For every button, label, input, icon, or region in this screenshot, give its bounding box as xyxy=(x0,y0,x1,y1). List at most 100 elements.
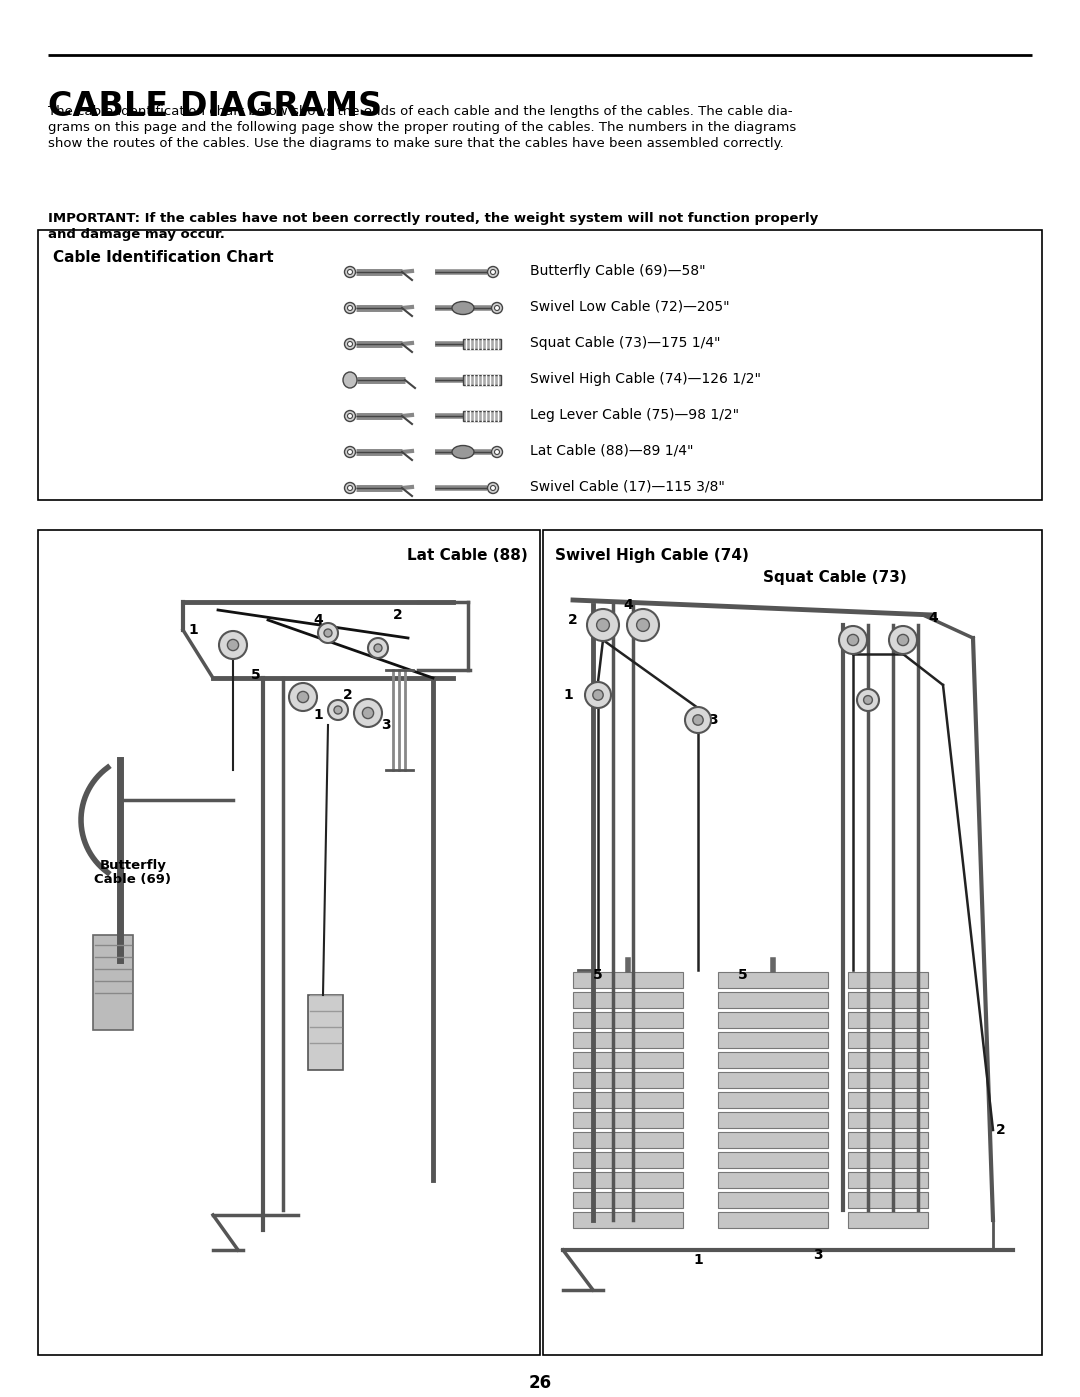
Bar xyxy=(463,339,501,349)
Bar xyxy=(573,1011,683,1028)
Circle shape xyxy=(685,707,711,733)
Text: 5: 5 xyxy=(252,668,261,682)
Circle shape xyxy=(692,715,703,725)
Ellipse shape xyxy=(453,446,474,458)
Text: Squat Cable (73)—175 1/4": Squat Cable (73)—175 1/4" xyxy=(530,337,720,351)
Text: 3: 3 xyxy=(381,718,391,732)
Bar xyxy=(848,1132,928,1148)
Circle shape xyxy=(345,447,355,457)
Circle shape xyxy=(596,619,609,631)
Circle shape xyxy=(588,609,619,641)
Circle shape xyxy=(858,689,879,711)
Bar xyxy=(573,1132,683,1148)
Bar xyxy=(848,1071,928,1088)
Circle shape xyxy=(348,450,352,454)
Bar xyxy=(718,1112,828,1127)
Circle shape xyxy=(334,705,342,714)
Bar xyxy=(718,1153,828,1168)
Circle shape xyxy=(348,306,352,310)
Text: 1: 1 xyxy=(693,1253,703,1267)
Circle shape xyxy=(345,411,355,422)
Bar xyxy=(848,992,928,1009)
Bar xyxy=(718,1052,828,1067)
Text: 5: 5 xyxy=(738,968,747,982)
Bar xyxy=(718,1011,828,1028)
Bar xyxy=(573,1052,683,1067)
Bar xyxy=(573,1213,683,1228)
Bar xyxy=(573,1032,683,1048)
Circle shape xyxy=(297,692,309,703)
Bar xyxy=(848,1213,928,1228)
Text: Swivel High Cable (74): Swivel High Cable (74) xyxy=(555,548,748,563)
Text: 2: 2 xyxy=(996,1123,1005,1137)
Circle shape xyxy=(345,482,355,493)
Text: Lat Cable (88)—89 1/4": Lat Cable (88)—89 1/4" xyxy=(530,444,693,458)
Text: Swivel High Cable (74)—126 1/2": Swivel High Cable (74)—126 1/2" xyxy=(530,372,761,386)
Bar xyxy=(718,1132,828,1148)
Circle shape xyxy=(345,338,355,349)
Circle shape xyxy=(487,267,499,278)
Bar xyxy=(848,1052,928,1067)
Circle shape xyxy=(495,306,499,310)
Text: Swivel Low Cable (72)—205": Swivel Low Cable (72)—205" xyxy=(530,300,730,314)
Text: 3: 3 xyxy=(708,712,718,726)
Bar xyxy=(573,1071,683,1088)
Circle shape xyxy=(368,638,388,658)
Circle shape xyxy=(328,700,348,719)
Bar xyxy=(573,1092,683,1108)
Circle shape xyxy=(627,609,659,641)
Bar xyxy=(573,1153,683,1168)
Circle shape xyxy=(593,690,604,700)
Circle shape xyxy=(354,698,382,726)
Bar xyxy=(848,1172,928,1187)
Ellipse shape xyxy=(453,302,474,314)
Text: Squat Cable (73): Squat Cable (73) xyxy=(762,570,907,585)
Bar xyxy=(848,1011,928,1028)
Text: 5: 5 xyxy=(593,968,603,982)
Text: grams on this page and the following page show the proper routing of the cables.: grams on this page and the following pag… xyxy=(48,122,796,134)
Bar xyxy=(573,1112,683,1127)
Text: Swivel Cable (17)—115 3/8": Swivel Cable (17)—115 3/8" xyxy=(530,481,725,495)
Text: Cable Identification Chart: Cable Identification Chart xyxy=(53,250,273,265)
Text: 4: 4 xyxy=(293,698,302,712)
Circle shape xyxy=(374,644,382,652)
Text: 2: 2 xyxy=(393,608,403,622)
Bar xyxy=(718,1071,828,1088)
Bar xyxy=(463,411,501,420)
Ellipse shape xyxy=(343,372,357,388)
Circle shape xyxy=(348,414,352,419)
Text: 2: 2 xyxy=(343,687,353,703)
Text: 2: 2 xyxy=(568,613,578,627)
Bar xyxy=(718,1172,828,1187)
Circle shape xyxy=(490,270,496,274)
Text: and damage may occur.: and damage may occur. xyxy=(48,228,225,242)
Bar xyxy=(573,1192,683,1208)
Text: Butterfly: Butterfly xyxy=(99,859,166,872)
Bar xyxy=(848,1092,928,1108)
Text: 4: 4 xyxy=(928,610,937,624)
Text: Leg Lever Cable (75)—98 1/2": Leg Lever Cable (75)—98 1/2" xyxy=(530,408,739,422)
Circle shape xyxy=(864,696,873,704)
Text: CABLE DIAGRAMS: CABLE DIAGRAMS xyxy=(48,89,382,123)
Bar xyxy=(543,529,1042,1355)
Bar xyxy=(848,1032,928,1048)
Circle shape xyxy=(363,707,374,718)
Text: 4: 4 xyxy=(313,613,323,627)
Circle shape xyxy=(490,486,496,490)
Circle shape xyxy=(848,634,859,645)
Circle shape xyxy=(495,450,499,454)
Bar xyxy=(848,1112,928,1127)
Text: 3: 3 xyxy=(813,1248,823,1261)
Circle shape xyxy=(636,619,649,631)
Bar xyxy=(573,972,683,988)
Text: 26: 26 xyxy=(528,1375,552,1391)
Text: show the routes of the cables. Use the diagrams to make sure that the cables hav: show the routes of the cables. Use the d… xyxy=(48,137,784,149)
Text: The cable identification chart below shows the ends of each cable and the length: The cable identification chart below sho… xyxy=(48,105,793,117)
Circle shape xyxy=(889,626,917,654)
Circle shape xyxy=(348,341,352,346)
Text: 1: 1 xyxy=(313,708,323,722)
Bar xyxy=(718,1192,828,1208)
Bar xyxy=(38,529,540,1355)
Circle shape xyxy=(487,482,499,493)
Bar xyxy=(718,992,828,1009)
